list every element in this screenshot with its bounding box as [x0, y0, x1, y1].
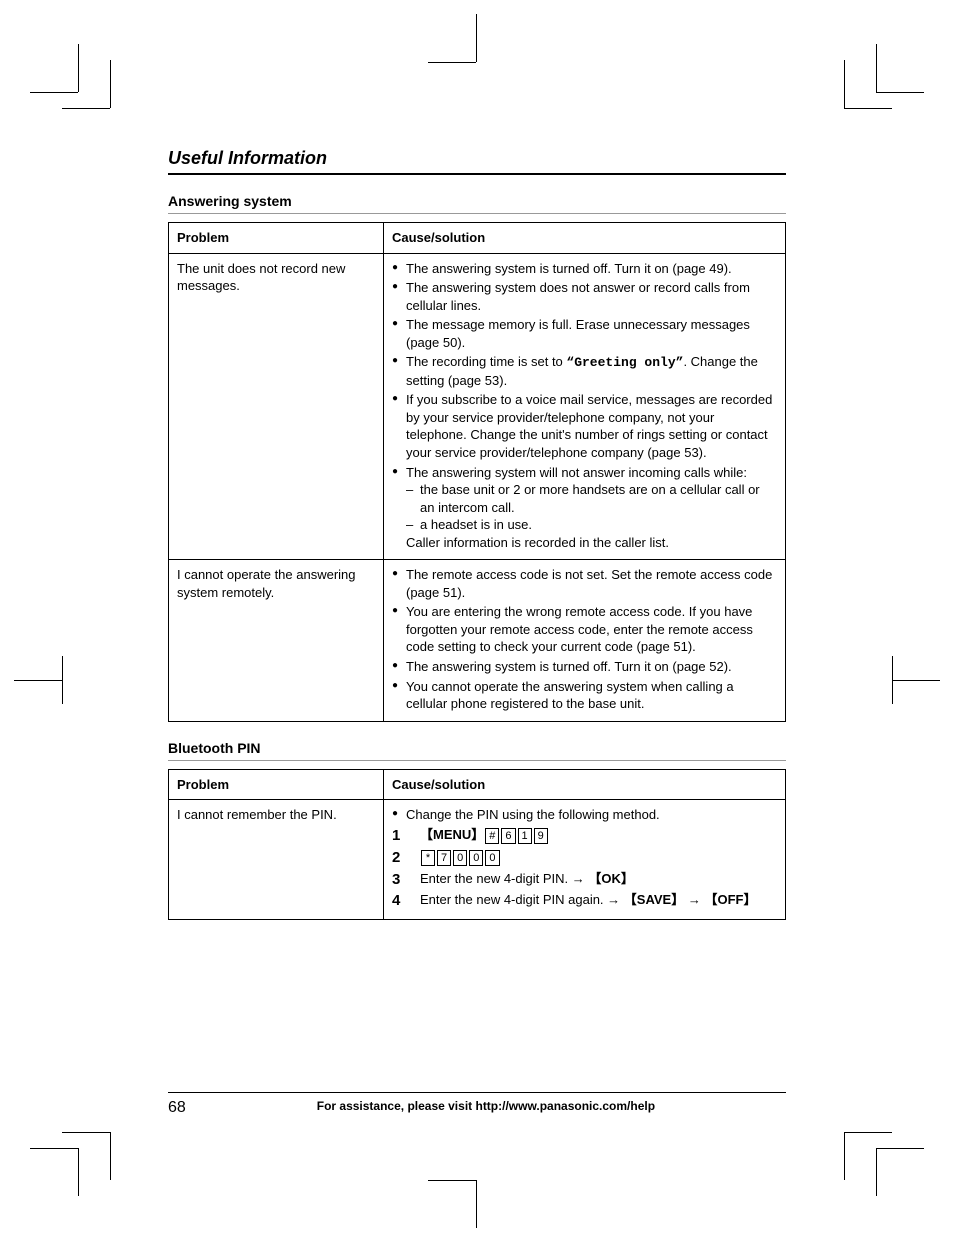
bullet-item: The message memory is full. Erase unnece…: [392, 316, 777, 351]
bullet-item: You cannot operate the answering system …: [392, 678, 777, 713]
crop-mark: [14, 680, 62, 681]
crop-mark: [876, 1148, 924, 1149]
table-header: Cause/solution: [384, 769, 786, 800]
crop-mark: [476, 14, 477, 62]
crop-mark: [62, 1132, 110, 1133]
crop-mark: [876, 44, 877, 92]
crop-mark: [110, 1132, 111, 1180]
crop-mark: [428, 62, 476, 63]
crop-mark: [876, 1148, 877, 1196]
table-header: Problem: [169, 223, 384, 254]
solution-cell: The remote access code is not set. Set t…: [384, 560, 786, 721]
bullet-item: You are entering the wrong remote access…: [392, 603, 777, 656]
step-item: 【MENU】#619: [392, 826, 777, 844]
bullet-item: The remote access code is not set. Set t…: [392, 566, 777, 601]
tail-text: Caller information is recorded in the ca…: [406, 534, 777, 552]
bullet-item: If you subscribe to a voice mail service…: [392, 391, 777, 461]
crop-mark: [78, 44, 79, 92]
problem-cell: I cannot operate the answering system re…: [169, 560, 384, 721]
page-footer: 68 For assistance, please visit http://w…: [168, 1092, 786, 1117]
footer-text: For assistance, please visit http://www.…: [168, 1099, 786, 1113]
solution-cell: The answering system is turned off. Turn…: [384, 253, 786, 560]
crop-mark: [62, 108, 110, 109]
bullet-item: Change the PIN using the following metho…: [392, 806, 777, 824]
crop-mark: [78, 1148, 79, 1196]
bullet-item: The answering system does not answer or …: [392, 279, 777, 314]
table-row: I cannot remember the PIN. Change the PIN…: [169, 800, 786, 920]
troubleshooting-table: ProblemCause/solutionThe unit does not r…: [168, 222, 786, 722]
subsection-heading: Bluetooth PIN: [168, 740, 786, 761]
sub-item: a headset is in use.: [406, 516, 777, 534]
bullet-item: The answering system will not answer inc…: [392, 464, 777, 552]
step-item: *7000: [392, 848, 777, 866]
crop-mark: [844, 1132, 845, 1180]
crop-mark: [892, 656, 893, 704]
crop-mark: [844, 60, 845, 108]
problem-cell: The unit does not record new messages.: [169, 253, 384, 560]
crop-mark: [476, 1180, 477, 1228]
bullet-item: The answering system is turned off. Turn…: [392, 658, 777, 676]
step-list: 【MENU】#619 *7000 Enter the new 4-digit PIN…: [392, 826, 777, 909]
page-number: 68: [168, 1099, 186, 1117]
crop-mark: [876, 92, 924, 93]
table-header: Problem: [169, 769, 384, 800]
table-row: The unit does not record new messages.Th…: [169, 253, 786, 560]
bullet-item: The answering system is turned off. Turn…: [392, 260, 777, 278]
troubleshooting-table: ProblemCause/solutionI cannot remember t…: [168, 769, 786, 920]
crop-mark: [30, 1148, 78, 1149]
step-item: Enter the new 4-digit PIN again. → 【SAVE…: [392, 891, 777, 909]
step-item: Enter the new 4-digit PIN. → 【OK】: [392, 870, 777, 888]
crop-mark: [844, 1132, 892, 1133]
crop-mark: [428, 1180, 476, 1181]
table-header: Cause/solution: [384, 223, 786, 254]
page-body: Useful Information Answering system Probl…: [168, 148, 786, 920]
crop-mark: [110, 60, 111, 108]
solution-cell: Change the PIN using the following metho…: [384, 800, 786, 920]
sub-item: the base unit or 2 or more handsets are …: [406, 481, 777, 516]
section-title: Useful Information: [168, 148, 786, 175]
problem-cell: I cannot remember the PIN.: [169, 800, 384, 920]
bullet-item: The recording time is set to “Greeting o…: [392, 353, 777, 389]
crop-mark: [892, 680, 940, 681]
subsection-heading: Answering system: [168, 193, 786, 214]
crop-mark: [30, 92, 78, 93]
crop-mark: [62, 656, 63, 704]
crop-mark: [844, 108, 892, 109]
table-row: I cannot operate the answering system re…: [169, 560, 786, 721]
